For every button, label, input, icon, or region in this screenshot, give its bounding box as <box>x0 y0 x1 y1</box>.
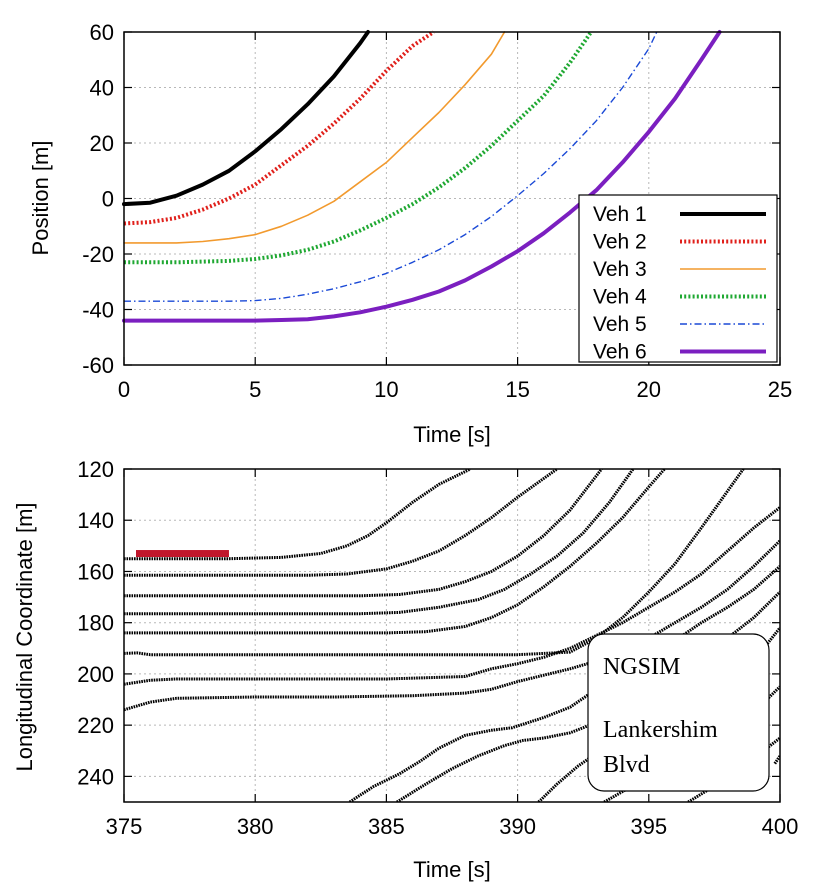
top-x-tick-label: 20 <box>637 377 661 402</box>
trajectory-2 <box>124 469 558 577</box>
bottom-y-tick-label: 220 <box>77 713 114 738</box>
bottom-x-tick-label: 390 <box>499 814 536 839</box>
bottom-x-axis-label: Time [s] <box>413 857 490 882</box>
annotation-line-2: Lankershim <box>603 717 718 743</box>
series-line-veh-4 <box>124 30 593 265</box>
legend-label-veh-4: Veh 4 <box>593 286 647 309</box>
top-y-axis-label: Position [m] <box>28 141 53 256</box>
series-line-veh-5 <box>124 31 658 302</box>
red-signal-bar <box>136 550 229 558</box>
trajectory-9 <box>348 565 780 802</box>
series-line-veh-1 <box>122 30 370 207</box>
legend-label-veh-1: Veh 1 <box>593 203 647 226</box>
legend-label-veh-2: Veh 2 <box>593 231 647 254</box>
top-x-tick-label: 0 <box>118 377 130 402</box>
top-x-tick-label: 25 <box>768 377 792 402</box>
trajectory-1 <box>124 469 472 561</box>
top-x-tick-label: 10 <box>374 377 398 402</box>
bottom-y-tick-label: 140 <box>77 508 114 533</box>
bottom-y-tick-label: 160 <box>77 559 114 584</box>
top-y-tick-label: -20 <box>82 242 114 267</box>
series-line-veh-3 <box>123 31 506 244</box>
trajectory-14 <box>773 755 780 765</box>
top-chart: 0 5 10 15 20 25 60 40 20 0 -20 -40 -60 Time [s] Posi… <box>28 20 792 447</box>
bottom-plot-frame <box>123 468 781 803</box>
bottom-y-tick-label: 240 <box>77 764 114 789</box>
trajectory-8 <box>124 539 780 712</box>
series-line-veh-2 <box>123 30 435 226</box>
legend: Veh 1 Veh 2 Veh 3 Veh 4 Veh 5 Veh 6 <box>578 194 778 364</box>
annotation-line-1: NGSIM <box>603 654 680 680</box>
top-y-tick-label: 60 <box>90 20 114 45</box>
bottom-y-tick-label: 180 <box>77 611 114 636</box>
bottom-x-tick-label: 400 <box>762 814 799 839</box>
legend-box <box>578 194 778 363</box>
trajectory-4 <box>124 469 635 616</box>
legend-label-veh-3: Veh 3 <box>593 258 647 281</box>
bottom-y-tick-label: 200 <box>77 662 114 687</box>
legend-label-veh-6: Veh 6 <box>593 341 647 364</box>
series-line-veh-6 <box>122 30 722 323</box>
top-x-axis-label: Time [s] <box>413 422 490 447</box>
trajectory-5 <box>124 469 666 635</box>
top-y-tick-label: -40 <box>82 298 114 323</box>
annotation-box-frame <box>587 633 770 792</box>
bottom-chart: 375 380 385 390 395 400120140160180200220240 … <box>12 457 798 882</box>
bottom-x-tick-label: 375 <box>106 814 143 839</box>
annotation-box: NGSIM Lankershim Blvd <box>587 633 770 792</box>
top-y-tick-label: -60 <box>82 353 114 378</box>
top-x-tick-label: 15 <box>505 377 529 402</box>
trajectory-3 <box>124 469 603 598</box>
bottom-x-tick-label: 385 <box>368 814 405 839</box>
bottom-y-axis-label: Longitudinal Coordinate [m] <box>12 502 37 771</box>
trajectory-10 <box>396 590 780 802</box>
annotation-line-3: Blvd <box>603 752 650 778</box>
trajectory-7 <box>124 506 780 686</box>
legend-label-veh-5: Veh 5 <box>593 313 647 336</box>
top-y-tick-label: 20 <box>90 131 114 156</box>
bottom-x-tick-label: 395 <box>630 814 667 839</box>
top-y-tick-label: 40 <box>90 76 114 101</box>
top-y-tick-label: 0 <box>102 187 114 212</box>
trajectory-6 <box>124 469 745 657</box>
bottom-x-tick-label: 380 <box>237 814 274 839</box>
bottom-y-tick-label: 120 <box>77 457 114 482</box>
top-x-tick-label: 5 <box>249 377 261 402</box>
